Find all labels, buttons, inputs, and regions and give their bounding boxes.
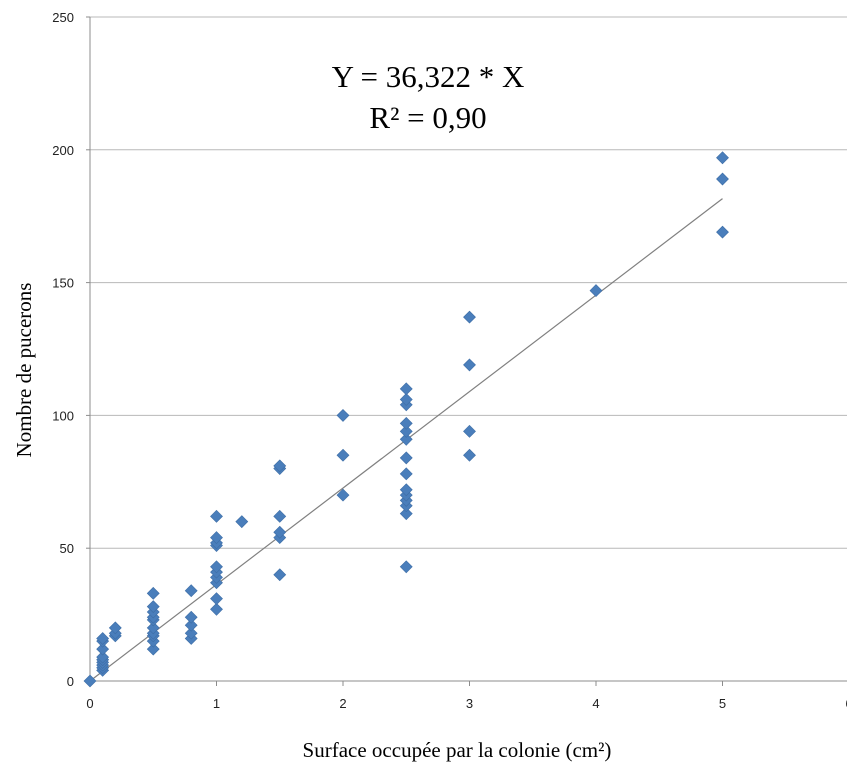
- data-point: [184, 610, 198, 624]
- data-point: [399, 382, 413, 396]
- y-axis-title: Nombre de pucerons: [12, 283, 36, 458]
- data-point: [235, 515, 249, 529]
- x-tick-label: 0: [86, 696, 93, 711]
- data-point: [146, 586, 160, 600]
- y-tick-label: 150: [52, 276, 74, 291]
- y-tick-label: 0: [67, 674, 74, 689]
- data-points: [83, 151, 729, 688]
- data-point: [399, 451, 413, 465]
- x-tick-label: 6: [845, 696, 847, 711]
- data-point: [336, 488, 350, 502]
- data-point: [273, 459, 287, 473]
- data-point: [210, 509, 223, 523]
- x-axis-title: Surface occupée par la colonie (cm²): [303, 738, 612, 762]
- data-point: [210, 602, 223, 616]
- x-tick-label: 1: [213, 696, 220, 711]
- data-point: [399, 393, 413, 406]
- data-point: [463, 424, 476, 438]
- data-point: [273, 525, 287, 539]
- data-point: [399, 424, 413, 438]
- data-point: [716, 172, 729, 186]
- data-point: [96, 650, 110, 664]
- data-point: [463, 310, 476, 324]
- tick-labels: 0 50 100 150 200 250 0 1 2 3 4 5 6: [52, 10, 847, 711]
- data-point: [210, 560, 223, 574]
- data-point: [83, 674, 97, 688]
- data-point: [146, 600, 160, 614]
- data-point: [184, 584, 198, 598]
- data-point: [184, 618, 198, 632]
- data-point: [184, 626, 198, 640]
- x-tick-label: 3: [466, 696, 473, 711]
- data-point: [96, 632, 110, 645]
- data-point: [210, 531, 223, 545]
- x-tick-label: 4: [592, 696, 599, 711]
- data-point: [399, 560, 413, 574]
- gridlines: [90, 16, 847, 549]
- data-point: [463, 448, 476, 462]
- data-point: [716, 225, 729, 239]
- y-tick-label: 200: [52, 143, 74, 158]
- y-tick-label: 100: [52, 408, 74, 423]
- data-point: [273, 509, 287, 523]
- r-squared-label: R² = 0,90: [369, 100, 486, 135]
- data-point: [96, 642, 110, 656]
- x-tick-label: 5: [719, 696, 726, 711]
- data-point: [146, 621, 160, 635]
- y-tick-label: 250: [52, 10, 74, 25]
- data-point: [273, 568, 287, 582]
- data-point: [399, 467, 413, 481]
- data-point: [210, 592, 223, 606]
- data-point: [146, 642, 160, 656]
- data-point: [399, 507, 413, 521]
- data-point: [399, 416, 413, 430]
- x-tick-label: 2: [339, 696, 346, 711]
- data-point: [336, 448, 350, 462]
- data-point: [399, 483, 413, 497]
- data-point: [336, 408, 350, 422]
- data-point: [399, 432, 413, 446]
- data-point: [589, 284, 603, 297]
- trendline-equation: Y = 36,322 * X: [332, 59, 525, 94]
- y-tick-label: 50: [60, 541, 74, 556]
- data-point: [716, 151, 729, 165]
- data-point: [108, 621, 122, 635]
- data-point: [463, 358, 476, 372]
